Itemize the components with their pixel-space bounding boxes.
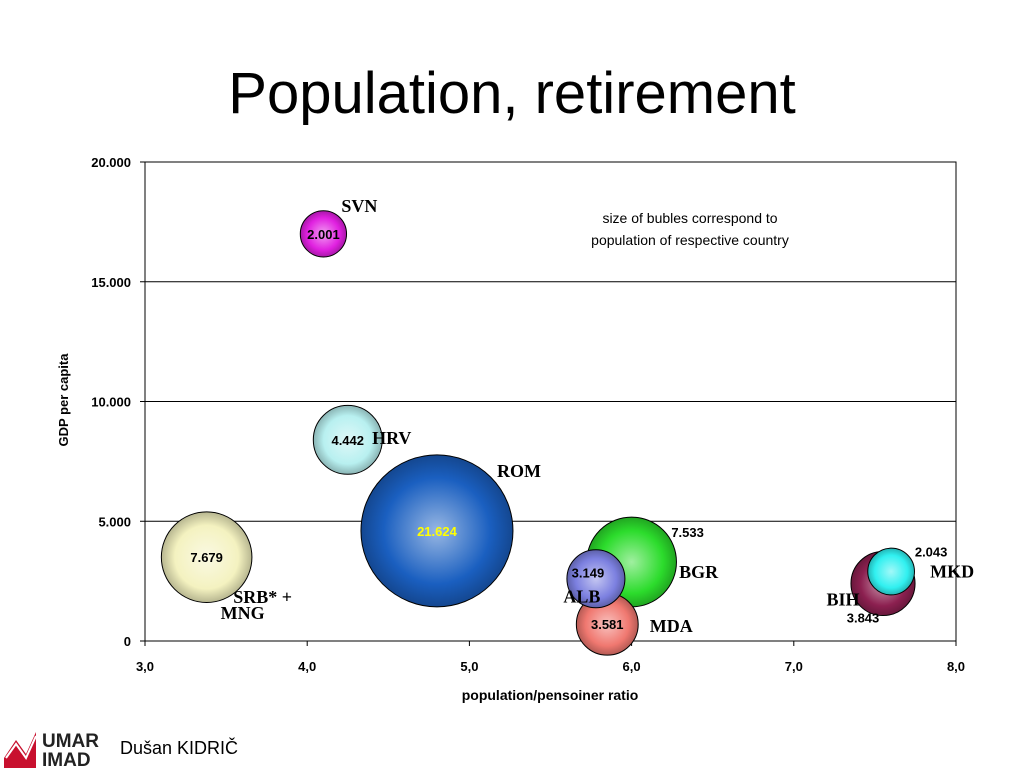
- gridlines: [145, 281, 956, 522]
- bubble-rom: [360, 454, 514, 608]
- x-tick-label: 6,0: [623, 659, 641, 674]
- bubble-country-label: ROM: [497, 461, 541, 481]
- bubble-value-label: 2.001: [307, 227, 340, 242]
- chart-annotation-line-2: population of respective country: [591, 232, 789, 248]
- bubble-chart: 0 5.000 10.000 15.000 20.000 3,0 4,0 5,0 6,0 7,0 8…: [56, 155, 974, 703]
- x-tick-label: 7,0: [785, 659, 803, 674]
- bubble-alb: [566, 549, 626, 609]
- bubble-svn: [299, 210, 348, 258]
- slide-title: Population, retirement: [228, 61, 796, 126]
- bubble-hrv: [312, 404, 383, 475]
- bubble-value-label: 21.624: [417, 524, 458, 539]
- svg-text:UMAR: UMAR: [42, 731, 99, 752]
- bubble-country-label: BGR: [679, 562, 719, 582]
- x-tick-label: 3,0: [136, 659, 154, 674]
- chart-annotation-line-1: size of bubles correspond to: [602, 210, 777, 226]
- y-tick-label: 10.000: [91, 395, 131, 410]
- bubble-country-label: MDA: [650, 616, 693, 636]
- bubble-country-label: BIH: [827, 590, 860, 610]
- y-tick-label: 15.000: [91, 275, 131, 290]
- x-tick-label: 4,0: [298, 659, 316, 674]
- y-tick-label: 0: [124, 634, 131, 649]
- author-name: Dušan KIDRIČ: [120, 738, 239, 758]
- bubble-value-label: 7.679: [190, 550, 223, 565]
- bubble-country-label: SRB* + MNG: [221, 587, 292, 623]
- bubbles: 2.001 4.442 21.624 7.679 3.149 3.581 7.533 3.84…: [160, 196, 974, 656]
- bubble-value-label: 7.533: [671, 525, 704, 540]
- bubble-value-label: 3.843: [847, 611, 880, 626]
- bubble-value-label: 3.149: [572, 566, 605, 581]
- bubble-value-label: 4.442: [331, 433, 364, 448]
- bubble-srb-mng: [160, 511, 253, 603]
- y-tick-label: 20.000: [91, 155, 131, 170]
- x-tick-label: 5,0: [460, 659, 478, 674]
- y-tick-label: 5.000: [98, 514, 131, 529]
- bubble-mkd: [867, 547, 915, 596]
- y-axis-label: GDP per capita: [56, 353, 71, 447]
- svg-text:IMAD: IMAD: [42, 750, 91, 768]
- x-axis-label: population/pensoiner ratio: [462, 687, 639, 703]
- bubble-country-label: HRV: [372, 428, 411, 448]
- bubble-value-label: 3.581: [591, 617, 624, 632]
- bubble-value-label: 2.043: [915, 545, 948, 560]
- x-tick-label: 8,0: [947, 659, 965, 674]
- bubble-country-label: ALB: [563, 587, 600, 607]
- bubble-country-label: SVN: [341, 196, 377, 216]
- umar-imad-logo: UMAR IMAD: [4, 731, 99, 768]
- axis-ticks: 0 5.000 10.000 15.000 20.000 3,0 4,0 5,0 6,0 7,0 8…: [91, 155, 965, 674]
- bubble-country-label: MKD: [930, 562, 974, 582]
